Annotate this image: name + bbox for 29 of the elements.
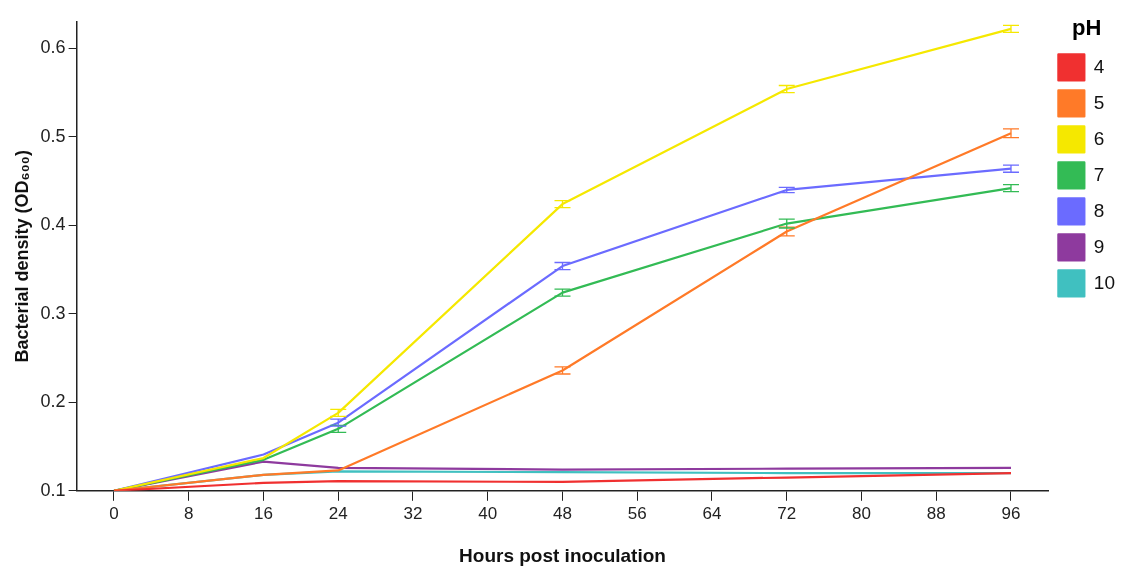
legend-label: 10	[1093, 271, 1116, 293]
x-tick-label: 96	[1001, 503, 1021, 523]
legend-label: 8	[1093, 199, 1105, 221]
legend-label: 6	[1093, 127, 1105, 149]
x-tick-label: 80	[852, 503, 871, 523]
y-tick-label: 0.4	[40, 214, 66, 235]
legend-title: pH	[1072, 15, 1102, 41]
x-tick-label: 72	[777, 503, 797, 523]
x-tick-label: 48	[553, 503, 572, 523]
legend-label: 7	[1093, 163, 1105, 185]
x-tick-label: 56	[627, 503, 647, 523]
x-tick-label: 32	[403, 503, 423, 523]
x-tick-label: 40	[478, 503, 498, 523]
y-tick-label: 0.3	[40, 302, 66, 323]
legend-label: 4	[1093, 55, 1105, 77]
y-tick-label: 0.6	[40, 37, 66, 58]
x-tick-label: 64	[702, 503, 722, 523]
y-tick-label: 0.1	[40, 479, 66, 500]
y-tick-label: 0.2	[40, 391, 66, 412]
x-tick-label: 16	[254, 503, 273, 523]
x-tick-label: 88	[926, 503, 946, 523]
x-tick-label: 8	[184, 503, 194, 523]
x-tick-label: 0	[109, 503, 119, 523]
x-tick-label: 24	[328, 503, 348, 523]
y-tick-label: 0.5	[40, 125, 66, 146]
legend-label: 5	[1093, 91, 1105, 113]
legend-label: 9	[1093, 235, 1105, 257]
y-axis-title: Bacterial density (OD₆₀₀)	[11, 150, 32, 363]
x-axis-title: Hours post inoculation	[459, 544, 666, 566]
